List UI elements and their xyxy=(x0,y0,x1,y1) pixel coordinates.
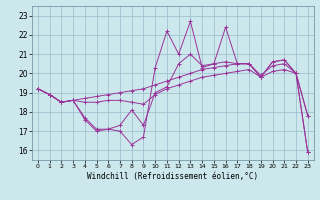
X-axis label: Windchill (Refroidissement éolien,°C): Windchill (Refroidissement éolien,°C) xyxy=(87,172,258,181)
